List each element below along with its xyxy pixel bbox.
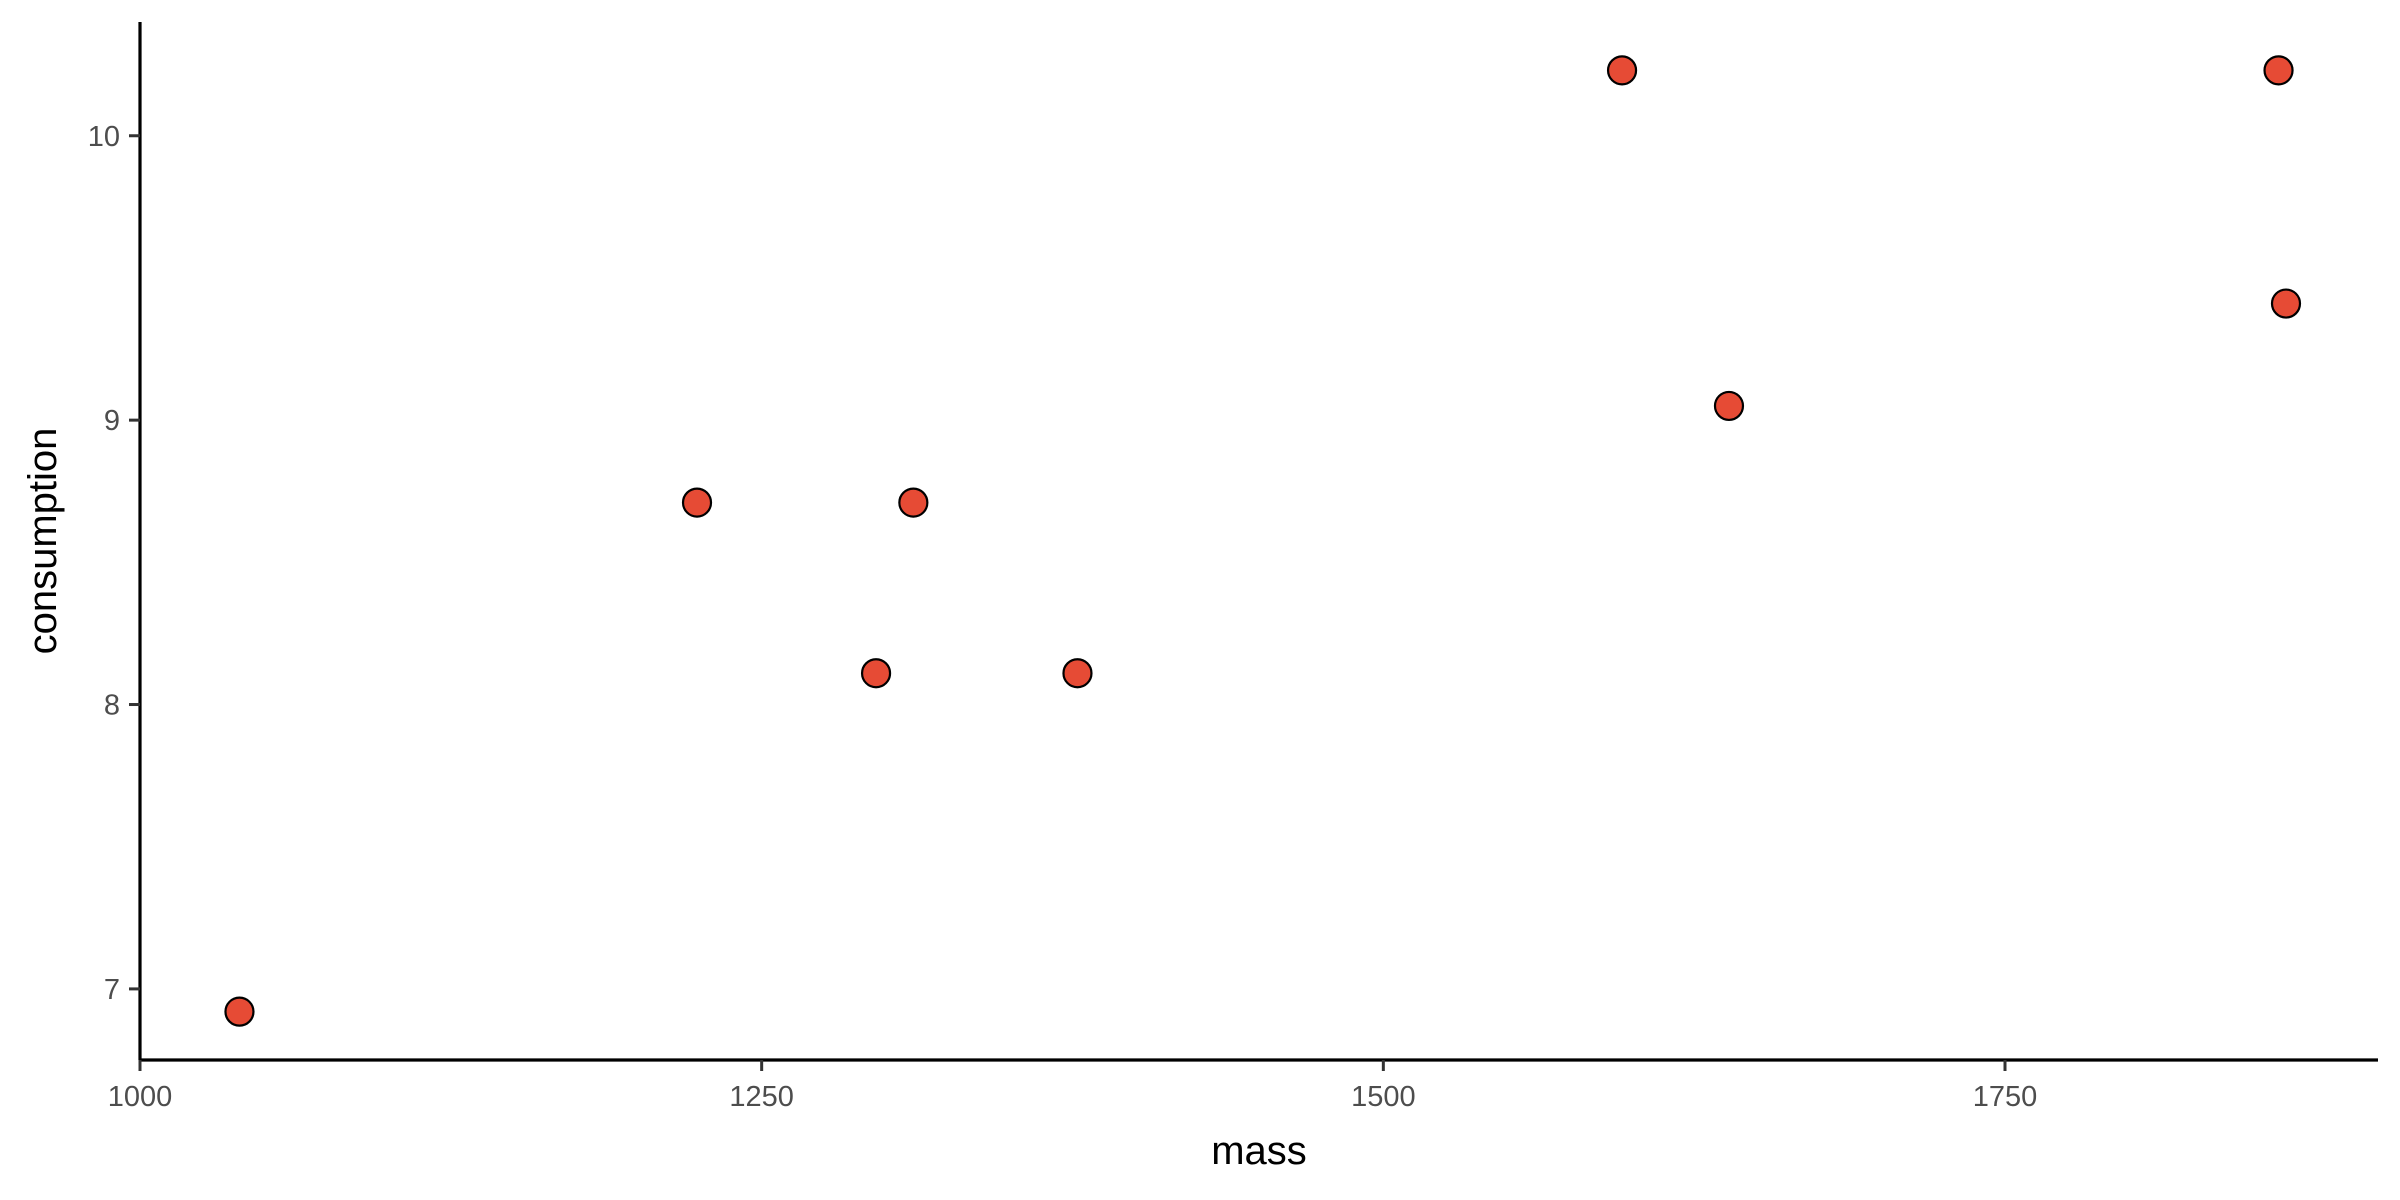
y-tick-label: 8 <box>104 690 120 722</box>
x-tick-label: 1500 <box>1351 1081 1416 1113</box>
y-tick-label: 9 <box>104 405 120 437</box>
data-point <box>860 658 892 689</box>
y-tick-label: 7 <box>104 974 120 1006</box>
data-point <box>1606 55 1638 86</box>
data-point <box>2270 288 2302 319</box>
points-layer <box>224 55 2302 1027</box>
data-point <box>898 487 929 518</box>
data-point <box>2263 55 2294 86</box>
y-axis-ticks: 7 8 9 10 <box>88 121 140 1006</box>
x-axis-title: mass <box>1211 1129 1307 1173</box>
data-point <box>681 487 713 518</box>
y-axis-title: consumption <box>21 428 65 655</box>
data-point <box>224 996 255 1027</box>
data-point <box>1713 390 1745 422</box>
x-axis-ticks: 1000 1250 1500 1750 <box>108 1060 2038 1113</box>
y-tick-label: 10 <box>88 121 120 153</box>
x-tick-label: 1250 <box>729 1081 794 1113</box>
data-point <box>1062 658 1093 689</box>
x-tick-label: 1750 <box>1973 1081 2038 1113</box>
x-tick-label: 1000 <box>108 1081 173 1113</box>
